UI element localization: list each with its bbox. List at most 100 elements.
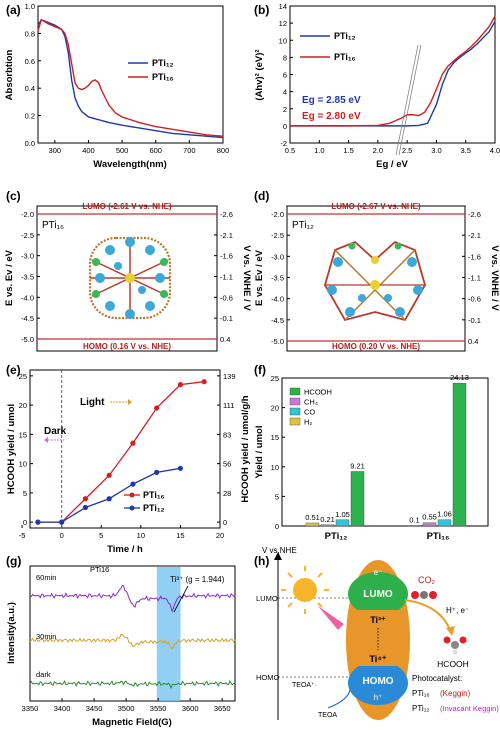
f-bar-label: 1.06 <box>437 510 452 519</box>
f-bar <box>305 522 320 527</box>
b-ytick-label: 10 <box>279 36 287 45</box>
e-xtick-label: 5 <box>99 531 103 540</box>
co2-label: CO₂ <box>418 575 436 585</box>
panel-g-ylabel: Intensity(a.u.) <box>6 602 17 664</box>
e-xtick-label: -5 <box>19 531 26 540</box>
pti16-desc: (Keggin) <box>440 689 471 698</box>
f-bar <box>452 382 467 527</box>
panel-c-ylabel-right: V vs. VNHE / V <box>241 245 252 311</box>
panel-a: (a) 300 400 500 600 700 800 0.0 0.2 0.4 0.6 0.8 1.0… <box>4 2 229 170</box>
panel-c-ylabel-left: E vs. Ev / eV <box>4 249 15 306</box>
f-legend-label: H₂ <box>304 418 312 427</box>
g-trace-2 <box>29 680 236 689</box>
tangent-pti16 <box>395 44 419 156</box>
e-rtick-label: 111 <box>223 401 234 410</box>
panel-f-bars: 0.51 0.211.05 9.21 PTi₁₂ 0.1 0.55 1.06 24.13 PTi… <box>305 373 469 542</box>
ti4-text: Ti⁴⁺ <box>369 654 386 664</box>
b-xtick-label: 1.0 <box>314 146 324 155</box>
b-xtick-label: 4.0 <box>490 146 500 155</box>
panel-a-legend: PTi₁₂ PTi₁₆ <box>128 58 174 82</box>
b-xtick-label: 1.5 <box>343 146 353 155</box>
g-xtick-label: 3600 <box>182 704 199 713</box>
d-ticks-right-label: -2.1 <box>468 231 481 240</box>
panel-a-ylabel: Absorbtion <box>4 49 15 100</box>
panel-d-label: (d) <box>254 189 269 203</box>
d-ticks-left-label: -2.0 <box>271 210 284 219</box>
panel-g-label: (g) <box>6 554 21 568</box>
c-ticks-right-label: -1.6 <box>220 252 233 261</box>
e-point <box>177 465 184 471</box>
panel-d-ylabel-left: E vs. Ev / eV <box>254 249 265 306</box>
f-bar <box>407 525 422 527</box>
f-ytick-label: 25 <box>271 374 279 383</box>
ti3-text: Ti³⁺ <box>370 615 386 625</box>
oxidation-arrow <box>327 689 351 709</box>
panel-f-ticks: 0 5 10 15 20 25 <box>271 374 285 531</box>
g-xtick-label: 3400 <box>54 704 71 713</box>
e-point <box>201 379 207 385</box>
e-point <box>59 519 65 525</box>
panel-g-xlabel: Magnetic Field(G) <box>92 717 172 728</box>
f-ytick-label: 5 <box>275 492 279 501</box>
b-xtick-label: 3.0 <box>431 146 441 155</box>
f-category-label: PTi₁₂ <box>325 531 348 542</box>
panel-a-xlabel: Wavelength(nm) <box>93 159 167 170</box>
c-ticks-left-label: -2.5 <box>21 231 34 240</box>
hcooh-molecule-icon <box>443 636 467 655</box>
f-legend-label: HCOOH <box>304 388 332 397</box>
a-xtick-label: 300 <box>49 146 62 155</box>
legend-pti12: PTi₁₂ <box>152 58 174 68</box>
molecule-pti16 <box>88 236 172 320</box>
eg-pti12-label: Eg = 2.85 eV <box>302 95 361 106</box>
e-ytick-label: 25 <box>19 372 27 381</box>
c-ticks-left-label: -3.5 <box>21 273 34 282</box>
f-bar-label: 1.05 <box>335 510 350 519</box>
homo-label-c: HOMO (0.16 V vs. NHE) <box>83 342 171 351</box>
e-ytick-label: 20 <box>19 401 27 410</box>
d-ticks-left-label: -5.0 <box>271 337 284 346</box>
hole-label: h⁺ <box>374 693 383 702</box>
b-xtick-label: 2.0 <box>373 146 383 155</box>
g-xtick-label: 3650 <box>214 704 231 713</box>
h-axis-arrow <box>274 552 282 560</box>
lumo-text: LUMO <box>363 589 393 600</box>
panel-b-lines <box>290 15 496 127</box>
panel-b-label: (b) <box>254 3 269 17</box>
f-category-label: PTi₁₆ <box>427 531 450 542</box>
g-xtick-label: 3500 <box>118 704 135 713</box>
f-ytick-label: 15 <box>271 433 279 442</box>
e-xtick-label: 10 <box>137 531 145 540</box>
panel-d-frame <box>286 205 466 352</box>
f-legend-swatch <box>289 397 301 406</box>
pti12-desc: (Invacant Keggin) <box>440 704 499 713</box>
f-bar-label: 9.21 <box>350 461 365 470</box>
hcooh-label: HCOOH <box>437 659 469 669</box>
homo-text: HOMO <box>362 676 393 687</box>
f-legend-swatch <box>289 387 301 396</box>
d-ticks-right-label: -0.6 <box>468 295 481 304</box>
c-ticks-right-label: -2.1 <box>220 231 233 240</box>
panel-d-ticks: -2.0 -2.5 -3.0 -3.5 -4.0 -4.5 -5.0 -2.6 -2.1 -1.6… <box>271 210 481 346</box>
panel-c-ticks: -2.0 -2.5 -3.0 -3.5 -4.0 -4.5 -5.0 -2.6 -2.1 -1.6… <box>21 210 233 344</box>
c-ticks-left-label: -5.0 <box>21 335 34 344</box>
f-bar <box>320 524 335 527</box>
h-vs-label: V vs.NHE <box>262 546 297 555</box>
co2-molecule-icon <box>411 591 437 599</box>
reduction-arrow <box>404 599 451 631</box>
panel-e-xlabel: Time / h <box>107 544 143 555</box>
teoa-plus-label: TEOA⁺· <box>292 682 317 689</box>
f-bar <box>422 522 437 527</box>
d-ticks-left-label: -3.5 <box>271 274 284 283</box>
panel-a-label: (a) <box>6 3 21 17</box>
f-bar <box>437 519 452 527</box>
e-point <box>82 496 89 502</box>
panel-b-legend: PTi₁₂ PTi₁₆ <box>300 31 356 62</box>
e-rtick-label: 139 <box>223 372 236 381</box>
trace-label-30min: 30min <box>36 632 56 641</box>
legend-marker-e-pti16 <box>129 492 135 498</box>
b-ytick-label: 8 <box>283 53 287 62</box>
c-ticks-right-label: -2.6 <box>220 210 233 219</box>
e-point <box>130 440 136 446</box>
b-xtick-label: 3.5 <box>460 146 470 155</box>
f-bar-label: 0.55 <box>422 513 437 522</box>
